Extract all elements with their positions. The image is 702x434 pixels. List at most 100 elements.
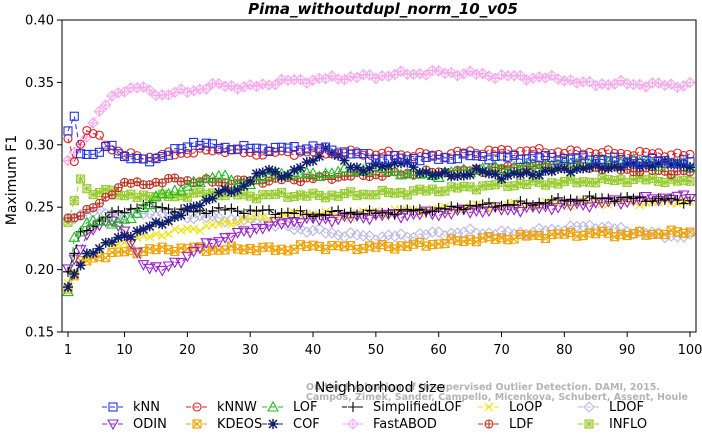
- data-point: [622, 178, 632, 188]
- data-point: [150, 89, 162, 102]
- data-point: [584, 191, 595, 201]
- legend-label: kNN: [133, 400, 160, 415]
- data-point: [622, 157, 632, 167]
- data-point: [420, 228, 432, 241]
- data-point: [187, 212, 200, 225]
- data-point: [458, 204, 469, 215]
- data-point: [332, 229, 344, 241]
- data-point: [187, 175, 200, 187]
- data-point: [352, 162, 363, 173]
- data-point: [515, 196, 526, 207]
- data-point: [383, 160, 394, 171]
- data-point: [151, 229, 161, 239]
- data-point: [672, 176, 682, 186]
- data-point: [389, 158, 400, 169]
- data-point: [156, 265, 169, 277]
- data-point: [685, 149, 695, 159]
- data-point: [294, 218, 307, 229]
- data-point: [622, 191, 633, 202]
- series-fastabod: [62, 64, 696, 167]
- x-tick-label: 10: [116, 343, 133, 358]
- data-point: [346, 149, 356, 159]
- data-point: [232, 184, 243, 195]
- data-point: [307, 224, 319, 237]
- data-point: [106, 237, 117, 248]
- data-point: [679, 155, 689, 165]
- data-point: [131, 207, 144, 218]
- data-point: [251, 168, 262, 179]
- data-point: [145, 152, 155, 162]
- data-point: [502, 225, 514, 238]
- data-point: [250, 224, 263, 235]
- data-point: [514, 207, 527, 218]
- data-point: [591, 149, 601, 159]
- data-point: [138, 154, 148, 164]
- data-point: [270, 166, 281, 177]
- data-point: [308, 155, 319, 166]
- data-point: [414, 204, 425, 215]
- data-point: [88, 248, 99, 259]
- data-point: [590, 159, 601, 170]
- data-point: [452, 202, 463, 213]
- series-simplifiedlof: [63, 191, 695, 277]
- data-point: [277, 188, 287, 198]
- legend-item-ldof: LDOF: [578, 400, 644, 415]
- data-point: [390, 151, 400, 161]
- data-point: [553, 192, 564, 203]
- data-point: [131, 82, 143, 94]
- data-point: [214, 143, 224, 153]
- data-point: [540, 165, 551, 176]
- data-point: [547, 178, 557, 188]
- y-tick-label: 0.20: [25, 263, 54, 278]
- data-point: [527, 170, 538, 181]
- data-point: [615, 192, 626, 203]
- legend-label: FastABOD: [373, 417, 437, 432]
- data-point: [157, 178, 167, 188]
- data-point: [433, 202, 444, 213]
- data-point: [515, 169, 526, 180]
- data-point: [565, 167, 576, 178]
- data-point: [477, 166, 488, 177]
- data-point: [434, 149, 444, 159]
- data-point: [256, 223, 269, 235]
- data-point: [597, 147, 607, 158]
- data-point: [138, 224, 149, 235]
- data-point: [168, 184, 181, 195]
- data-point: [471, 151, 481, 161]
- data-point: [113, 232, 124, 243]
- data-point: [245, 143, 255, 153]
- data-point: [376, 231, 388, 243]
- data-point: [678, 198, 689, 209]
- data-point: [200, 238, 213, 249]
- data-point: [603, 193, 614, 204]
- data-point: [602, 220, 615, 233]
- data-point: [232, 206, 243, 217]
- data-point: [603, 175, 613, 185]
- legend-marker: [267, 400, 279, 412]
- data-point: [276, 171, 287, 182]
- data-point: [107, 190, 117, 200]
- data-point: [170, 144, 180, 154]
- data-point: [258, 144, 268, 154]
- data-point: [603, 163, 614, 174]
- x-tick-label: 90: [619, 343, 636, 358]
- data-point: [69, 111, 79, 121]
- data-point: [345, 207, 356, 218]
- data-point: [308, 141, 318, 151]
- data-point: [559, 153, 569, 163]
- data-point: [402, 155, 412, 165]
- data-point: [187, 246, 200, 258]
- data-point: [194, 243, 206, 255]
- data-point: [439, 167, 450, 178]
- data-point: [245, 205, 256, 216]
- data-point: [647, 160, 658, 171]
- data-point: [509, 199, 520, 210]
- data-point: [415, 156, 425, 166]
- data-point: [62, 285, 74, 297]
- data-point: [514, 69, 527, 82]
- data-point: [189, 188, 199, 198]
- chart-title: Pima_withoutdupl_norm_10_v05: [248, 0, 518, 18]
- legend-item-kdeos: KDEOS: [186, 417, 262, 432]
- data-point: [118, 226, 131, 238]
- data-point: [685, 176, 695, 186]
